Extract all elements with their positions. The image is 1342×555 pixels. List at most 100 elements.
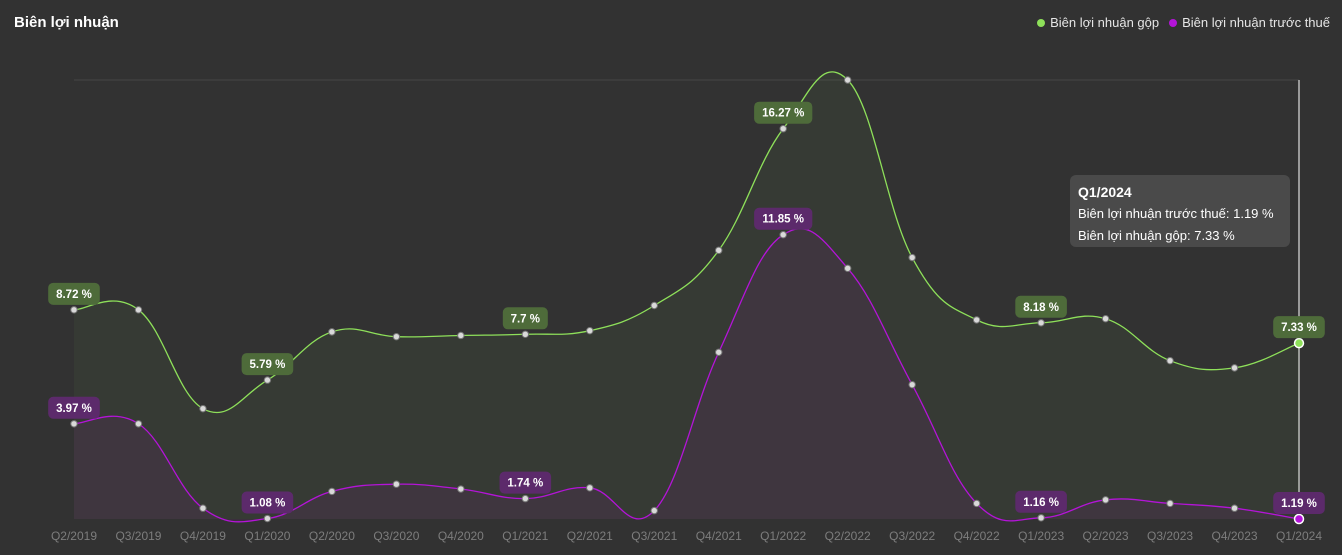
x-tick-label: Q2/2021 — [567, 529, 613, 543]
legend-pretax-dot — [1169, 18, 1178, 27]
legend-gross-label: Biên lợi nhuận gộp — [1050, 15, 1160, 30]
label-bg-pretax-0 — [48, 396, 100, 419]
tooltip-line-gross: Biên lợi nhuận gộp: 7.33 % — [1078, 228, 1235, 243]
point-gross-8 — [586, 326, 594, 335]
x-tick-label: Q4/2019 — [180, 529, 226, 543]
point-pretax-16 — [1101, 496, 1110, 504]
data-label-gross-0: 8.72 % — [56, 289, 92, 301]
tooltip-line-pretax: Biên lợi nhuận trước thuế: 1.19 % — [1078, 206, 1274, 221]
point-gross-10 — [715, 246, 723, 255]
label-bg-pretax-3 — [241, 491, 294, 514]
label-bg-pretax-15 — [1015, 490, 1067, 513]
x-tick-label: Q3/2019 — [115, 529, 161, 543]
point-pretax-15 — [1037, 514, 1045, 522]
x-tick-label: Q2/2023 — [1083, 529, 1129, 543]
x-tick-label: Q2/2022 — [825, 529, 871, 543]
data-label-gross-15: 8.18 % — [1023, 302, 1059, 314]
chart-title: Biên lợi nhuận — [14, 14, 119, 31]
point-pretax-17 — [1166, 499, 1174, 508]
data-label-pretax-0: 3.97 % — [56, 403, 92, 415]
label-bg-gross-11 — [754, 101, 813, 124]
label-bg-gross-3 — [241, 353, 294, 376]
point-pretax-5 — [392, 480, 401, 488]
x-tick-label: Q3/2020 — [373, 529, 419, 543]
data-label-pretax-7: 1.74 % — [507, 478, 543, 490]
x-tick-label: Q1/2023 — [1018, 529, 1064, 543]
label-bg-gross-0 — [48, 282, 100, 305]
legend-item-gross[interactable]: Biên lợi nhuận gộp — [1037, 15, 1159, 30]
point-pretax-10 — [715, 348, 723, 356]
legend-pretax-label: Biên lợi nhuận trước thuế — [1182, 15, 1330, 30]
point-pretax-19 — [1293, 513, 1305, 525]
point-pretax-7 — [521, 494, 530, 503]
tooltip-title: Q1/2024 — [1078, 184, 1132, 200]
data-label-pretax-19: 1.19 % — [1281, 498, 1317, 510]
point-gross-6 — [457, 331, 465, 340]
point-pretax-6 — [457, 485, 465, 493]
area-pretax — [74, 228, 1299, 522]
x-tick-label: Q2/2020 — [309, 529, 355, 543]
line-pretax — [73, 228, 1300, 523]
label-bg-pretax-19 — [1273, 492, 1325, 514]
data-label-gross-3: 5.79 % — [250, 359, 286, 371]
x-tick-label: Q3/2023 — [1147, 529, 1193, 543]
x-tick-label: Q4/2020 — [438, 529, 484, 543]
point-pretax-0 — [70, 420, 78, 428]
x-tick-label: Q1/2024 — [1276, 529, 1322, 543]
label-bg-pretax-7 — [499, 471, 552, 494]
point-pretax-13 — [908, 380, 916, 389]
x-tick-label: Q3/2021 — [631, 529, 677, 543]
point-gross-7 — [521, 330, 530, 338]
point-gross-15 — [1037, 319, 1045, 327]
point-gross-0 — [70, 306, 78, 314]
point-pretax-3 — [263, 514, 272, 523]
point-gross-4 — [328, 328, 336, 336]
point-gross-11 — [779, 124, 787, 133]
label-bg-gross-19 — [1273, 316, 1325, 339]
point-gross-2 — [199, 404, 207, 413]
label-bg-gross-15 — [1015, 295, 1067, 318]
x-tick-label: Q1/2021 — [502, 529, 548, 543]
x-tick-label: Q3/2022 — [889, 529, 935, 543]
point-gross-14 — [972, 316, 981, 324]
x-tick-label: Q4/2022 — [954, 529, 1000, 543]
x-tick-label: Q1/2020 — [244, 529, 290, 543]
data-label-pretax-11: 11.85 % — [762, 214, 804, 226]
point-gross-19 — [1293, 337, 1305, 349]
point-pretax-14 — [972, 499, 981, 508]
data-label-gross-11: 16.27 % — [762, 108, 804, 120]
point-pretax-9 — [650, 506, 658, 515]
point-gross-1 — [134, 306, 143, 314]
x-tick-label: Q4/2023 — [1212, 529, 1258, 543]
area-gross — [74, 71, 1299, 519]
point-pretax-12 — [843, 264, 852, 273]
point-gross-3 — [263, 376, 272, 384]
point-gross-16 — [1101, 314, 1110, 323]
data-label-gross-7: 7.7 % — [511, 313, 540, 325]
point-gross-5 — [392, 332, 401, 341]
x-tick-label: Q1/2022 — [760, 529, 806, 543]
point-gross-18 — [1230, 364, 1239, 372]
x-tick-label: Q2/2019 — [51, 529, 97, 543]
point-pretax-11 — [779, 231, 787, 239]
label-bg-pretax-11 — [754, 207, 813, 230]
data-label-pretax-3: 1.08 % — [250, 498, 286, 510]
legend-gross-dot — [1037, 18, 1046, 27]
data-label-pretax-15: 1.16 % — [1023, 497, 1059, 509]
point-gross-12 — [843, 76, 852, 84]
legend: Biên lợi nhuận gộp Biên lợi nhuận trước … — [1037, 15, 1330, 30]
point-pretax-8 — [586, 484, 594, 492]
point-gross-17 — [1166, 356, 1174, 365]
label-bg-gross-7 — [502, 307, 548, 330]
data-label-gross-19: 7.33 % — [1281, 322, 1317, 334]
point-pretax-18 — [1230, 504, 1239, 512]
point-gross-13 — [908, 253, 916, 262]
x-tick-label: Q4/2021 — [696, 529, 742, 543]
tooltip: Q1/2024 Biên lợi nhuận trước thuế: 1.19 … — [1070, 175, 1290, 247]
legend-item-pretax[interactable]: Biên lợi nhuận trước thuế — [1169, 15, 1330, 30]
point-pretax-2 — [199, 504, 207, 512]
point-pretax-1 — [134, 420, 143, 428]
point-pretax-4 — [328, 487, 336, 496]
point-gross-9 — [650, 301, 658, 310]
